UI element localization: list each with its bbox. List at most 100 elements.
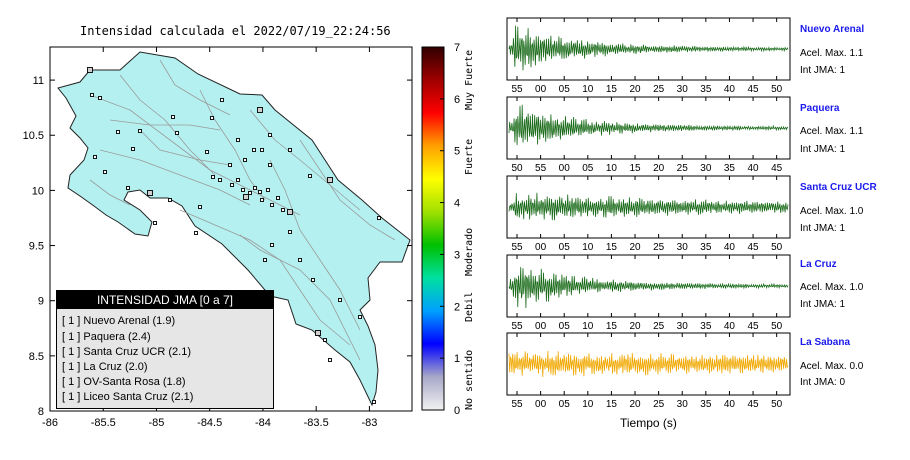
station-marker [338,298,342,302]
legend-item: [ 1 ] Liceo Santa Cruz (2.1) [62,391,194,403]
map-y-axis: 8 8.5 9 9.5 10 10.5 11 [23,75,412,418]
station-marker [230,183,234,187]
colorbar-tick-label: 5 [454,146,460,158]
map-x-tick-label: -84 [255,417,271,429]
time-tick-label: 20 [629,242,641,253]
colorbar-label-debil: Debil [464,291,475,322]
station-intensity: Int JMA: 1 [800,144,846,155]
colorbar-tick-label: 7 [454,42,460,54]
map-y-tick-label: 9 [38,296,44,308]
station-marker [298,258,302,262]
station-marker [236,178,240,182]
station-marker [116,130,120,134]
time-tick-label: 00 [535,399,547,410]
station-marker [175,131,179,135]
time-tick-label: 10 [582,399,594,410]
station-marker [266,188,270,192]
station-marker [281,208,285,212]
waveform-trace [508,267,789,309]
time-tick-label: 50 [771,84,783,95]
time-tick-label: 50 [511,163,523,174]
station-marker [93,155,97,159]
time-tick-label: 25 [653,242,665,253]
legend-item: [ 1 ] Nuevo Arenal (1.9) [62,315,176,327]
station-marker [126,186,130,190]
station-marker [270,203,274,207]
station-marker [243,194,249,200]
road-line [239,234,361,361]
station-name: Paquera [800,103,840,114]
time-tick-label: 50 [771,399,783,410]
road-line [299,139,396,241]
time-tick-label: 35 [700,84,712,95]
time-tick-label: 45 [747,321,759,332]
time-tick-label: 15 [606,321,618,332]
station-marker [210,116,214,120]
station-marker [228,163,232,167]
map-title: Intensidad calculada el 2022/07/19_22:24… [80,24,391,38]
map-x-tick-label: -83.5 [304,417,329,429]
colorbar-label-moderado: Moderado [464,227,475,276]
station-marker [358,315,362,319]
map-y-tick-label: 8.5 [29,351,44,363]
time-tick-label: 10 [582,242,594,253]
colorbar-label-muy-fuerte: Muy Fuerte [464,49,475,110]
time-tick-label: 45 [747,399,759,410]
station-marker [377,216,381,220]
time-tick-label: 30 [677,242,689,253]
station-marker [311,278,315,282]
station-marker [288,230,292,234]
map-y-tick-label: 8 [38,406,44,418]
map-y-tick-label: 10 [32,185,44,197]
legend-item: [ 1 ] Paquera (2.4) [62,331,151,343]
time-tick-label: 30 [677,321,689,332]
time-tick-label: 25 [653,399,665,410]
station-marker [211,175,215,179]
station-name: La Sabana [800,337,851,348]
station-marker [243,158,247,162]
colorbar-tick-label: 0 [454,405,460,417]
station-marker [138,129,142,133]
station-marker [147,190,153,196]
station-marker [198,205,202,209]
station-marker [315,330,321,336]
road-line [89,179,131,206]
station-name: Nuevo Arenal [800,24,865,35]
station-acceleration: Acel. Max. 1.1 [800,48,864,59]
road-line [139,129,231,166]
time-tick-label: 35 [700,321,712,332]
road-line [99,149,251,206]
station-marker [220,98,224,102]
costa-rica-landmass [57,51,411,407]
station-marker [257,107,263,113]
time-tick-label: 15 [629,163,641,174]
legend-item: [ 1 ] La Cruz (2.0) [62,361,148,373]
station-marker [288,148,292,152]
time-tick-label: 10 [582,321,594,332]
station-marker [258,190,262,194]
road-line [269,159,361,331]
time-tick-label: 25 [653,321,665,332]
colorbar-ticks: 0 1 2 3 4 5 6 7 [440,42,460,417]
station-marker [90,93,94,97]
map-x-tick-label: -84.5 [197,417,222,429]
station-acceleration: Acel. Max. 1.1 [800,126,864,137]
station-marker [263,258,267,262]
time-tick-label: 00 [535,321,547,332]
map-y-tick-label: 11 [33,75,44,87]
station-intensity: Int JMA: 1 [800,65,846,76]
station-acceleration: Acel. Max. 1.0 [800,282,864,293]
time-tick-label: 50 [771,242,783,253]
time-tick-label: 40 [724,399,736,410]
colorbar-tick-label: 2 [454,301,460,313]
time-tick-label: 40 [747,163,759,174]
waveform-trace [508,104,789,146]
station-acceleration: Acel. Max. 0.0 [800,361,864,372]
time-tick-label: 25 [653,84,665,95]
time-tick-label: 55 [511,321,523,332]
station-name: Santa Cruz UCR [800,182,877,193]
colorbar-label-fuerte: Fuerte [464,138,475,175]
station-name: La Cruz [800,259,837,270]
station-marker [131,147,135,151]
time-tick-label: 05 [559,399,571,410]
